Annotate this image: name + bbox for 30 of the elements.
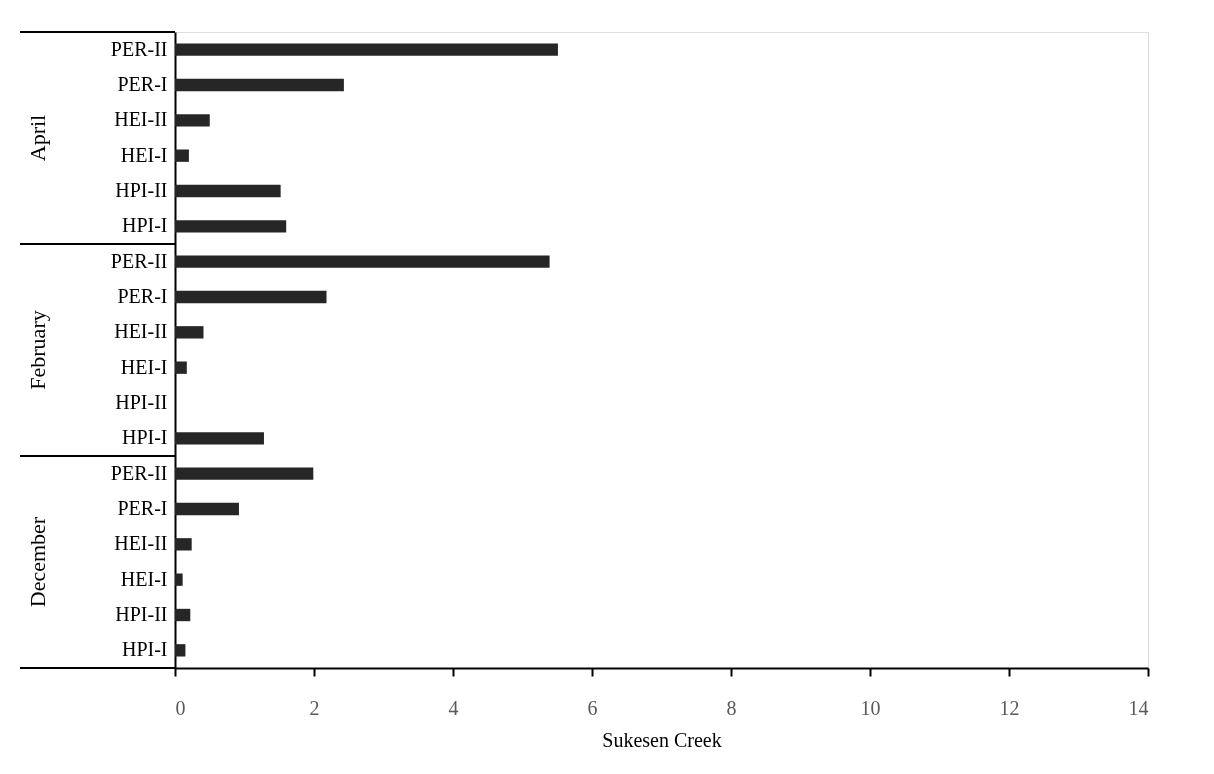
text: April	[25, 114, 50, 162]
x-tick-label: 12	[999, 696, 1020, 719]
x-axis-title: Sukesen Creek	[602, 728, 722, 751]
y-tick-label: HEI-II	[114, 532, 168, 555]
text: February	[25, 310, 50, 390]
y-tick-label: PER-II	[110, 37, 168, 60]
x-tick-label: 10	[860, 696, 881, 719]
y-tick-label: PER-II	[110, 249, 168, 272]
y-tick-label: HPI-I	[121, 638, 168, 661]
y-tick-label: PER-I	[117, 73, 168, 95]
y-tick-label: HPI-II	[115, 179, 168, 201]
x-tick-label: 6	[587, 696, 598, 719]
y-tick-label: HEI-II	[114, 108, 168, 131]
y-tick-label: PER-I	[117, 285, 168, 307]
x-tick-label: 14	[1128, 696, 1149, 719]
x-tick-label: 2	[309, 696, 320, 719]
y-tick-label: HEI-I	[120, 567, 168, 590]
text: December	[25, 516, 50, 608]
y-tick-label: HPI-II	[115, 603, 168, 625]
y-tick-label: PER-II	[110, 461, 168, 484]
y-tick-label: HEI-I	[120, 143, 168, 166]
x-tick-label: 4	[448, 696, 459, 719]
y-tick-label: HPI-II	[115, 391, 168, 413]
y-tick-label: HPI-I	[121, 426, 168, 449]
y-tick-label: HEI-II	[114, 320, 168, 343]
y-tick-label: HEI-I	[120, 355, 168, 378]
x-tick-label: 0	[175, 696, 186, 719]
y-tick-label: PER-I	[117, 497, 168, 519]
x-tick-label: 8	[726, 696, 737, 719]
y-tick-label: HPI-I	[121, 214, 168, 237]
